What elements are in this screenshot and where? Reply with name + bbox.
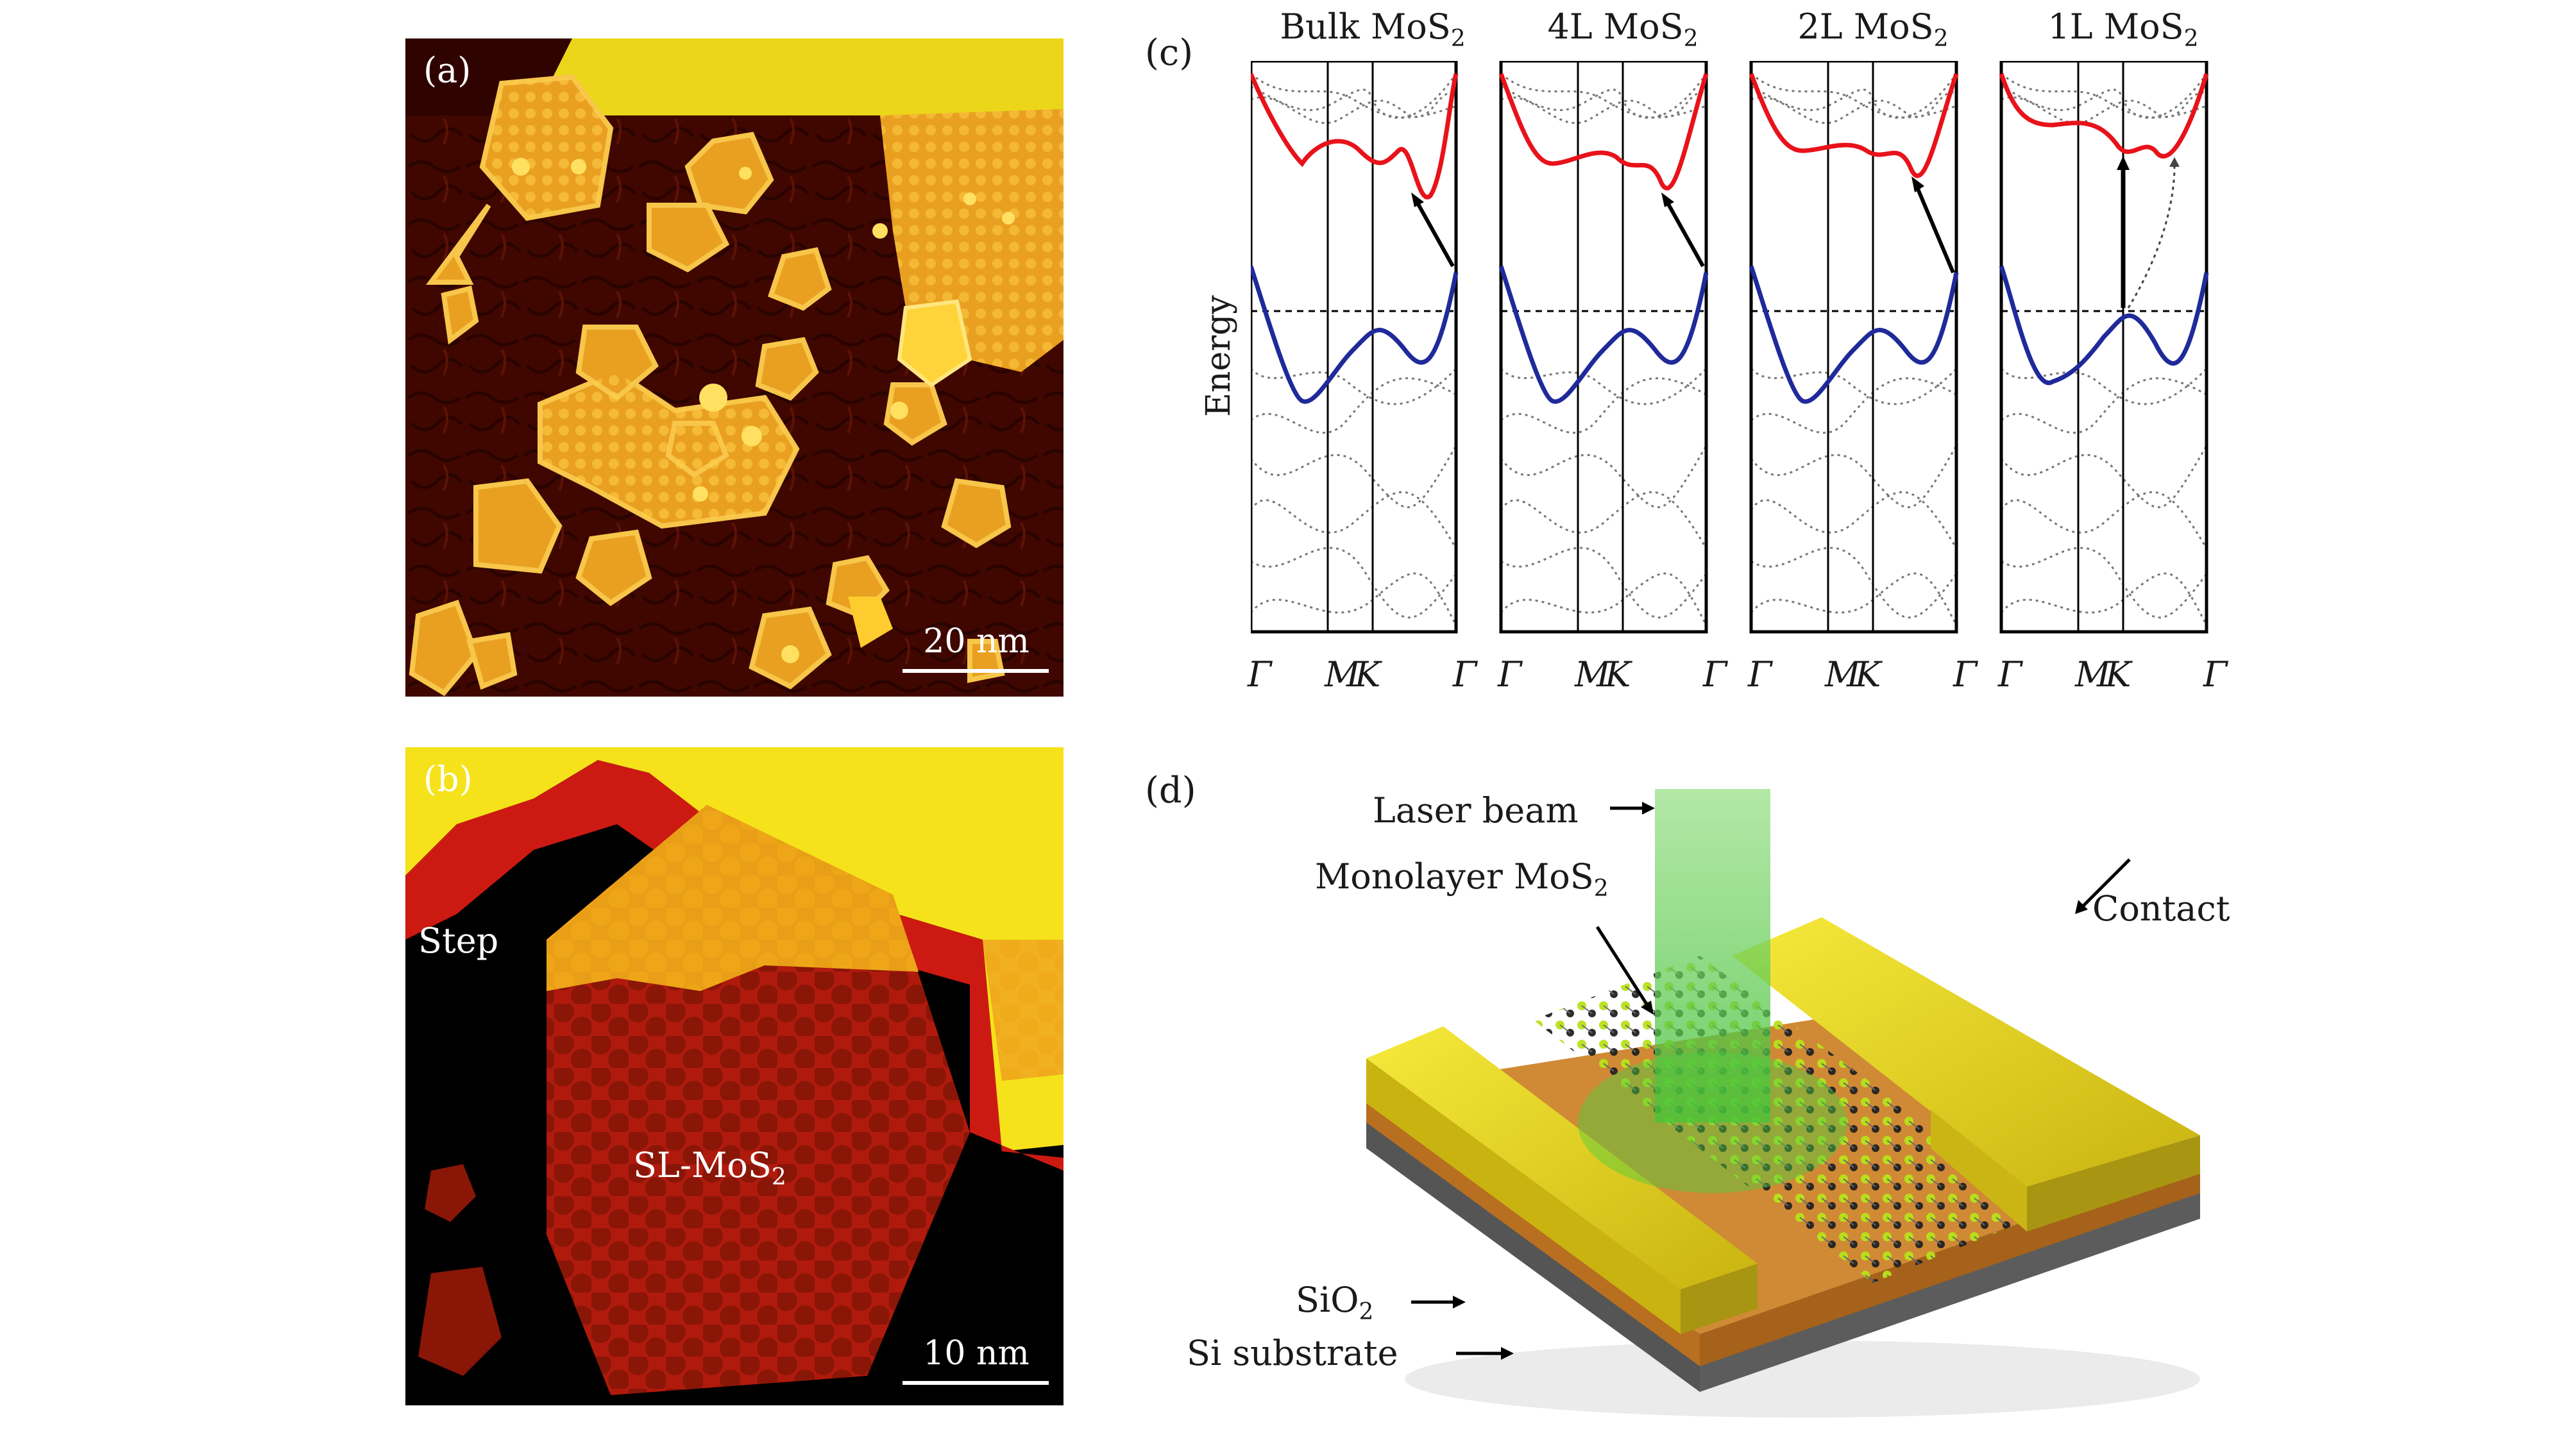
kpoint-m: M xyxy=(1825,654,1861,695)
kpoint-k: K xyxy=(1355,654,1381,695)
kpoint-gamma-1: Γ xyxy=(1748,654,1772,695)
band-plot-4l xyxy=(1498,61,1709,634)
kpoint-gamma-1: Γ xyxy=(1998,654,2022,695)
sl-mos2-label: SL-MoS2 xyxy=(633,1145,786,1190)
device-schematic xyxy=(1366,789,2200,1418)
contact-label: Contact xyxy=(2092,888,2230,929)
band-plot-bulk xyxy=(1251,61,1459,634)
scale-label-b: 10 nm xyxy=(923,1334,1030,1373)
band-title-2l: 2L MoS2 xyxy=(1797,6,1949,52)
scale-label-a: 20 nm xyxy=(923,622,1030,661)
kpoint-m: M xyxy=(1325,654,1360,695)
band-title-1l: 1L MoS2 xyxy=(2047,6,2199,52)
kpoint-k: K xyxy=(1855,654,1881,695)
kpoint-gamma-2: Γ xyxy=(1453,654,1477,695)
band-plot-2l xyxy=(1749,61,1959,634)
kpoint-k: K xyxy=(1605,654,1631,695)
scale-bar-b xyxy=(902,1381,1049,1385)
panel-label-b: (b) xyxy=(423,759,473,799)
kpoint-gamma-2: Γ xyxy=(1953,654,1978,695)
kpoint-gamma-2: Γ xyxy=(1703,654,1727,695)
monolayer-mos2-label: Monolayer MoS2 xyxy=(1315,856,1609,902)
energy-axis-label: Energy xyxy=(1199,295,1238,417)
kpoint-gamma-1: Γ xyxy=(1498,654,1522,695)
kpoint-m: M xyxy=(2075,654,2111,695)
kpoint-gamma-1: Γ xyxy=(1248,654,1272,695)
kpoint-m: M xyxy=(1575,654,1611,695)
band-title-bulk: Bulk MoS2 xyxy=(1280,6,1466,52)
panel-label-d: (d) xyxy=(1145,770,1196,811)
laser-beam-label: Laser beam xyxy=(1373,790,1579,831)
sio2-label: SiO2 xyxy=(1296,1280,1374,1325)
band-title-4l: 4L MoS2 xyxy=(1547,6,1699,52)
stm-image-b: (b) Step SL-MoS2 10 nm xyxy=(405,747,1063,1405)
band-plot-1l xyxy=(1999,61,2209,634)
si-substrate-label: Si substrate xyxy=(1187,1333,1398,1373)
scale-bar-a xyxy=(902,669,1049,673)
panel-label-a: (a) xyxy=(423,50,471,90)
panel-label-c: (c) xyxy=(1145,32,1194,74)
step-label: Step xyxy=(418,920,499,961)
kpoint-gamma-2: Γ xyxy=(2203,654,2228,695)
band-structure-plots xyxy=(1251,61,2209,634)
kpoint-k: K xyxy=(2105,654,2131,695)
stm-image-a: (a) 20 nm xyxy=(405,38,1063,697)
